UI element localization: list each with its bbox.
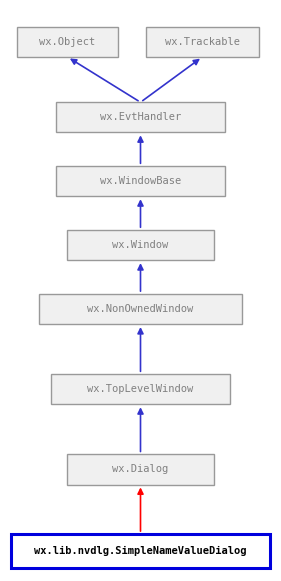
Text: wx.Window: wx.Window bbox=[112, 240, 169, 250]
FancyBboxPatch shape bbox=[17, 27, 118, 57]
Text: wx.Dialog: wx.Dialog bbox=[112, 464, 169, 475]
Text: wx.NonOwnedWindow: wx.NonOwnedWindow bbox=[87, 304, 194, 314]
FancyBboxPatch shape bbox=[11, 534, 270, 568]
FancyBboxPatch shape bbox=[67, 230, 214, 260]
Text: wx.Object: wx.Object bbox=[39, 37, 96, 47]
FancyBboxPatch shape bbox=[146, 27, 259, 57]
FancyBboxPatch shape bbox=[56, 102, 225, 132]
FancyBboxPatch shape bbox=[56, 166, 225, 196]
FancyBboxPatch shape bbox=[39, 294, 242, 324]
FancyBboxPatch shape bbox=[67, 454, 214, 485]
Text: wx.TopLevelWindow: wx.TopLevelWindow bbox=[87, 384, 194, 394]
FancyBboxPatch shape bbox=[51, 374, 230, 404]
Text: wx.EvtHandler: wx.EvtHandler bbox=[100, 112, 181, 123]
Text: wx.lib.nvdlg.SimpleNameValueDialog: wx.lib.nvdlg.SimpleNameValueDialog bbox=[34, 546, 247, 556]
Text: wx.WindowBase: wx.WindowBase bbox=[100, 176, 181, 187]
Text: wx.Trackable: wx.Trackable bbox=[165, 37, 240, 47]
